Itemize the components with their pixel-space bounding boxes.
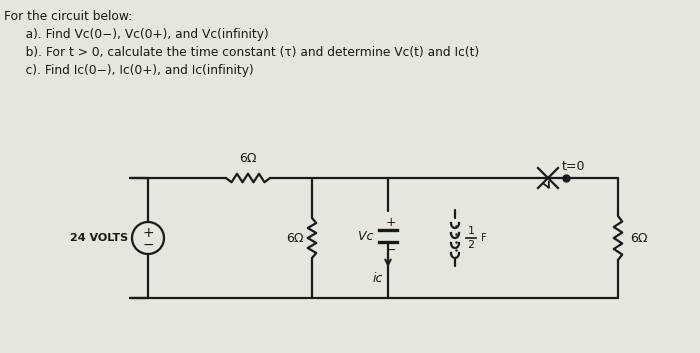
Text: 6Ω: 6Ω — [286, 232, 304, 245]
Text: c). Find Ic(0−), Ic(0+), and Ic(infinity): c). Find Ic(0−), Ic(0+), and Ic(infinity… — [14, 64, 253, 77]
Text: 24 VOLTS: 24 VOLTS — [70, 233, 128, 243]
Text: F: F — [481, 233, 486, 243]
Text: V⁣c: V⁣c — [358, 229, 374, 243]
Text: −: − — [142, 238, 154, 252]
Text: −: − — [386, 244, 396, 257]
Text: 1: 1 — [468, 226, 475, 236]
Text: +: + — [386, 215, 396, 228]
Text: a). Find Vc(0−), Vc(0+), and Vc(infinity): a). Find Vc(0−), Vc(0+), and Vc(infinity… — [14, 28, 269, 41]
Text: +: + — [142, 226, 154, 240]
Text: 6Ω: 6Ω — [630, 232, 648, 245]
Text: For the circuit below:: For the circuit below: — [4, 10, 132, 23]
Text: b). For t > 0, calculate the time constant (τ) and determine Vc(t) and Ic(t): b). For t > 0, calculate the time consta… — [14, 46, 480, 59]
Text: 2: 2 — [468, 240, 475, 250]
Text: ic: ic — [372, 272, 383, 285]
Text: 6Ω: 6Ω — [239, 152, 257, 165]
Text: t=0: t=0 — [562, 160, 585, 173]
